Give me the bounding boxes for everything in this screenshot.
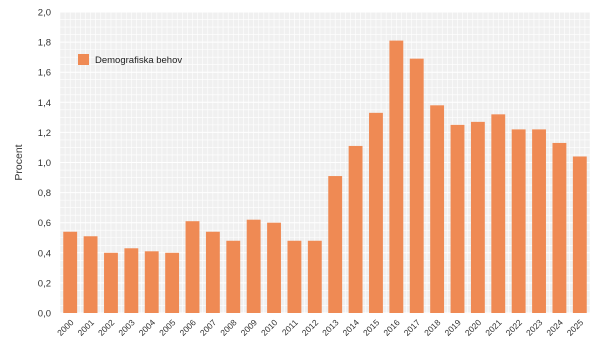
bar-2023 [532, 129, 546, 313]
x-tick-label: 2003 [116, 317, 137, 338]
x-tick-label: 2011 [280, 317, 300, 337]
bar-2010 [267, 222, 281, 313]
y-tick-label: 1,6 [38, 68, 51, 79]
x-tick-label: 2001 [76, 317, 97, 338]
x-tick-label: 2018 [422, 317, 443, 338]
x-tick-label: 2023 [524, 317, 545, 338]
x-tick-label: 2008 [218, 317, 239, 338]
x-tick-label: 2010 [259, 317, 280, 338]
x-tick-label: 2015 [361, 317, 382, 338]
y-tick-label: 2,0 [38, 8, 51, 19]
x-tick-label: 2020 [463, 317, 484, 338]
legend: Demografiska behov [78, 54, 182, 66]
x-tick-label: 2019 [442, 317, 463, 338]
x-tick-label: 2005 [157, 317, 178, 338]
bar-2020 [470, 121, 485, 314]
bar-2011 [287, 240, 302, 313]
bar-2022 [511, 129, 526, 313]
bar-2009 [246, 219, 261, 313]
y-tick-label: 1,8 [38, 38, 51, 49]
bar-2000 [63, 231, 78, 313]
bar-2003 [124, 248, 139, 313]
x-tick-label: 2009 [239, 317, 260, 338]
x-tick-label: 2004 [137, 317, 158, 338]
bar-2004 [144, 251, 159, 313]
bar-2018 [430, 105, 445, 313]
legend-swatch [78, 54, 89, 65]
bar-2021 [491, 114, 506, 313]
y-tick-label: 1,4 [38, 98, 51, 109]
x-tick-label: 2000 [55, 317, 76, 338]
legend-label: Demografiska behov [95, 55, 182, 66]
bar-2024 [552, 142, 567, 313]
x-tick-label: 2024 [544, 317, 565, 338]
bar-2012 [307, 240, 322, 313]
x-tick-label: 2025 [565, 317, 586, 338]
bar-2008 [226, 240, 241, 313]
y-axis-title: Procent [13, 144, 25, 180]
x-tick-label: 2007 [198, 317, 219, 338]
bar-2017 [409, 58, 424, 313]
y-tick-label: 1,2 [38, 128, 51, 139]
y-tick-label: 0,2 [38, 278, 51, 289]
y-tick-label: 0,8 [38, 188, 51, 199]
y-tick-label: 1,0 [38, 158, 51, 169]
x-tick-label: 2016 [381, 317, 402, 338]
x-tick-label: 2002 [96, 317, 117, 338]
bar-2006 [185, 221, 200, 313]
x-tick-label: 2012 [300, 317, 321, 338]
bars [63, 40, 587, 314]
x-tick-label: 2017 [402, 317, 423, 338]
bar-2001 [83, 236, 98, 313]
bar-2016 [389, 40, 404, 313]
bar-2015 [369, 112, 383, 314]
y-tick-label: 0,4 [38, 248, 51, 259]
x-tick-label: 2021 [483, 317, 504, 338]
x-tick-label: 2022 [504, 317, 525, 338]
bar-2014 [348, 145, 363, 313]
x-tick-label: 2006 [177, 317, 198, 338]
bar-2007 [205, 231, 220, 313]
y-tick-label: 0,0 [38, 309, 51, 320]
bar-2019 [450, 124, 465, 313]
bar-2025 [572, 156, 587, 313]
y-tick-label: 0,6 [38, 218, 51, 229]
x-axis-ticks: 2000 2001 2002 2003 2004 2005 2006 2007 2008 2009… [55, 317, 585, 338]
bar-2002 [104, 252, 118, 313]
x-tick-label: 2014 [341, 317, 362, 338]
y-axis-ticks: 0,0 0,2 0,4 0,6 0,8 1,0 1,2 1,4 1,6 1,8 2,0 [38, 8, 51, 320]
bar-2013 [328, 176, 343, 313]
bar-2005 [165, 252, 180, 313]
x-tick-label: 2013 [320, 317, 341, 338]
